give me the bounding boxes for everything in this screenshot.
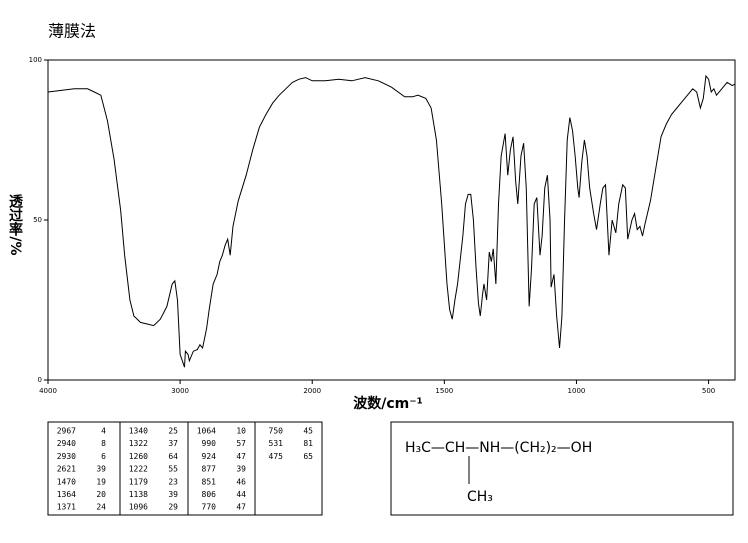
peak-wavenumber: 750: [269, 427, 284, 436]
peak-transmittance: 44: [236, 490, 246, 499]
peak-wavenumber: 1371: [57, 503, 76, 512]
spectrum-line: [47, 74, 736, 368]
structure-main: H₃C—CH—NH—(CH₂)₂—OH: [405, 440, 592, 456]
x-tick-label: 500: [702, 387, 715, 395]
peak-wavenumber: 1179: [129, 477, 148, 486]
peak-transmittance: 39: [236, 465, 246, 474]
peak-transmittance: 6: [101, 452, 106, 461]
x-tick-label: 4000: [39, 387, 57, 395]
peak-wavenumber: 1138: [129, 490, 148, 499]
y-tick-label: 50: [33, 216, 42, 224]
peak-transmittance: 25: [168, 427, 178, 436]
peak-transmittance: 45: [303, 427, 313, 436]
peak-wavenumber: 2621: [57, 465, 76, 474]
peak-wavenumber: 851: [202, 477, 217, 486]
peak-wavenumber: 990: [202, 439, 217, 448]
peak-transmittance: 23: [168, 477, 178, 486]
peak-transmittance: 29: [168, 503, 178, 512]
peak-wavenumber: 475: [269, 452, 284, 461]
peak-wavenumber: 2940: [57, 439, 76, 448]
peak-wavenumber: 1096: [129, 503, 148, 512]
peak-transmittance: 81: [303, 439, 313, 448]
y-tick-label: 100: [29, 56, 42, 64]
peak-transmittance: 24: [96, 503, 106, 512]
x-axis-label: 波数/cm⁻¹: [353, 395, 423, 412]
peak-wavenumber: 1260: [129, 452, 148, 461]
peak-wavenumber: 877: [202, 465, 217, 474]
y-axis-label: 透过率/%: [7, 194, 23, 255]
peak-wavenumber: 531: [269, 439, 284, 448]
peak-transmittance: 4: [101, 427, 106, 436]
peak-wavenumber: 1322: [129, 439, 148, 448]
peak-transmittance: 10: [236, 427, 246, 436]
peak-wavenumber: 1222: [129, 465, 148, 474]
peak-wavenumber: 806: [202, 490, 217, 499]
peak-transmittance: 65: [303, 452, 313, 461]
peak-wavenumber: 1340: [129, 427, 148, 436]
peak-wavenumber: 2930: [57, 452, 76, 461]
chart-title: 薄膜法: [48, 22, 96, 41]
peak-transmittance: 47: [236, 452, 246, 461]
x-tick-label: 2000: [303, 387, 321, 395]
peak-transmittance: 57: [236, 439, 246, 448]
peak-transmittance: 20: [96, 490, 106, 499]
peak-wavenumber: 924: [202, 452, 217, 461]
peak-transmittance: 37: [168, 439, 178, 448]
peak-wavenumber: 770: [202, 503, 217, 512]
structure-frame: [390, 421, 734, 516]
x-tick-label: 3000: [171, 387, 189, 395]
x-tick-label: 1500: [435, 387, 453, 395]
peak-wavenumber: 1064: [197, 427, 216, 436]
peak-transmittance: 8: [101, 439, 106, 448]
peak-wavenumber: 1470: [57, 477, 76, 486]
peak-transmittance: 46: [236, 477, 246, 486]
peak-wavenumber: 2967: [57, 427, 76, 436]
peak-wavenumber: 1364: [57, 490, 76, 499]
structure-branch: CH₃: [467, 489, 493, 505]
peak-transmittance: 47: [236, 503, 246, 512]
x-tick-label: 1000: [568, 387, 586, 395]
peak-transmittance: 39: [168, 490, 178, 499]
peak-transmittance: 55: [168, 465, 178, 474]
y-tick-label: 0: [38, 376, 42, 384]
peak-transmittance: 39: [96, 465, 106, 474]
peak-table-frame: [47, 421, 323, 516]
peak-transmittance: 19: [96, 477, 106, 486]
peak-transmittance: 64: [168, 452, 178, 461]
